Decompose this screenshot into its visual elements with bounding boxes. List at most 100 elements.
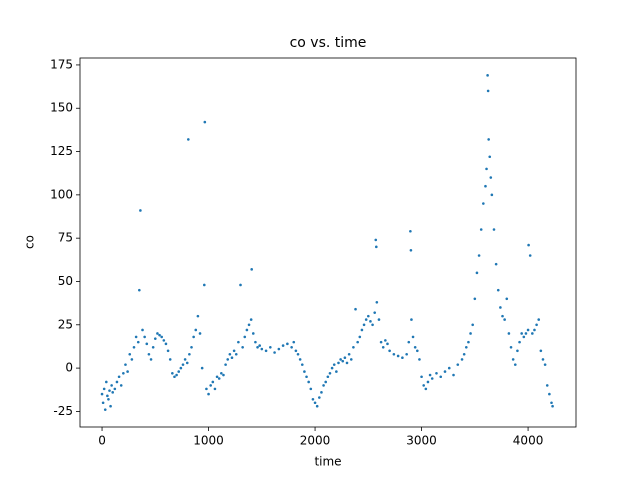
point (375, 245, 378, 249)
point (551, 404, 554, 408)
point (409, 248, 413, 252)
point (489, 176, 493, 179)
point (250, 268, 253, 271)
point (119, 384, 123, 387)
point (531, 332, 534, 335)
point (447, 366, 451, 370)
point (490, 193, 494, 197)
x-axis-label: time (314, 455, 341, 469)
point (207, 392, 210, 396)
point (364, 318, 368, 321)
point (505, 297, 509, 301)
point (179, 366, 183, 370)
point (392, 352, 396, 356)
point (418, 358, 421, 361)
point (410, 318, 413, 321)
point (256, 346, 259, 349)
point (243, 335, 247, 339)
point (177, 370, 181, 373)
point (528, 254, 532, 257)
point (337, 361, 340, 365)
point (496, 288, 500, 292)
point (507, 332, 511, 335)
x-tick-label: 0 (98, 434, 106, 448)
point (386, 342, 389, 346)
point (190, 346, 193, 349)
point (153, 337, 157, 340)
point (126, 370, 129, 373)
point (452, 373, 455, 377)
point (128, 352, 132, 356)
point (107, 397, 110, 401)
point (487, 138, 490, 141)
point (509, 346, 513, 349)
point (526, 328, 530, 332)
point (101, 401, 105, 405)
point (224, 363, 227, 366)
point (158, 333, 161, 337)
point (175, 373, 178, 377)
point (198, 332, 202, 335)
point (249, 318, 253, 321)
point (426, 380, 430, 384)
point (237, 340, 240, 344)
point (296, 352, 300, 356)
point (420, 375, 423, 379)
point (513, 363, 517, 366)
y-tick-label: 150 (50, 101, 73, 115)
y-tick-label: 0 (65, 361, 73, 375)
point (492, 228, 496, 231)
point (416, 349, 419, 353)
point (471, 323, 474, 327)
point (460, 358, 464, 361)
point (548, 392, 551, 396)
point (341, 359, 345, 363)
point (105, 380, 108, 384)
point (187, 138, 190, 141)
point (156, 332, 159, 335)
point (516, 349, 519, 353)
point (185, 361, 189, 365)
point (328, 371, 332, 375)
point (117, 375, 121, 379)
point (375, 300, 379, 304)
point (111, 391, 114, 394)
point (122, 371, 125, 375)
point (543, 363, 547, 366)
point (349, 358, 353, 361)
point (318, 396, 321, 399)
point (413, 346, 417, 349)
y-tick-label: 175 (50, 57, 73, 71)
point (541, 358, 545, 361)
point (424, 387, 428, 391)
point (151, 346, 155, 349)
point (203, 120, 207, 124)
point (501, 314, 504, 318)
point (139, 209, 142, 212)
point (215, 375, 219, 379)
point (134, 335, 138, 339)
point (196, 314, 200, 318)
point (305, 375, 308, 379)
point (488, 155, 492, 159)
point (330, 366, 334, 370)
point (194, 328, 198, 332)
point (524, 332, 528, 335)
point (234, 352, 238, 356)
point (200, 366, 204, 370)
y-tick-label: 75 (58, 231, 73, 245)
point (239, 283, 242, 287)
point (130, 358, 134, 361)
point (217, 377, 221, 380)
point (138, 288, 141, 292)
point (162, 339, 166, 342)
point (345, 361, 349, 365)
point (226, 358, 230, 361)
point (486, 89, 490, 93)
point (467, 340, 470, 344)
y-tick-label: 125 (50, 144, 73, 158)
x-tick-label: 2000 (300, 434, 331, 448)
point (281, 344, 285, 347)
